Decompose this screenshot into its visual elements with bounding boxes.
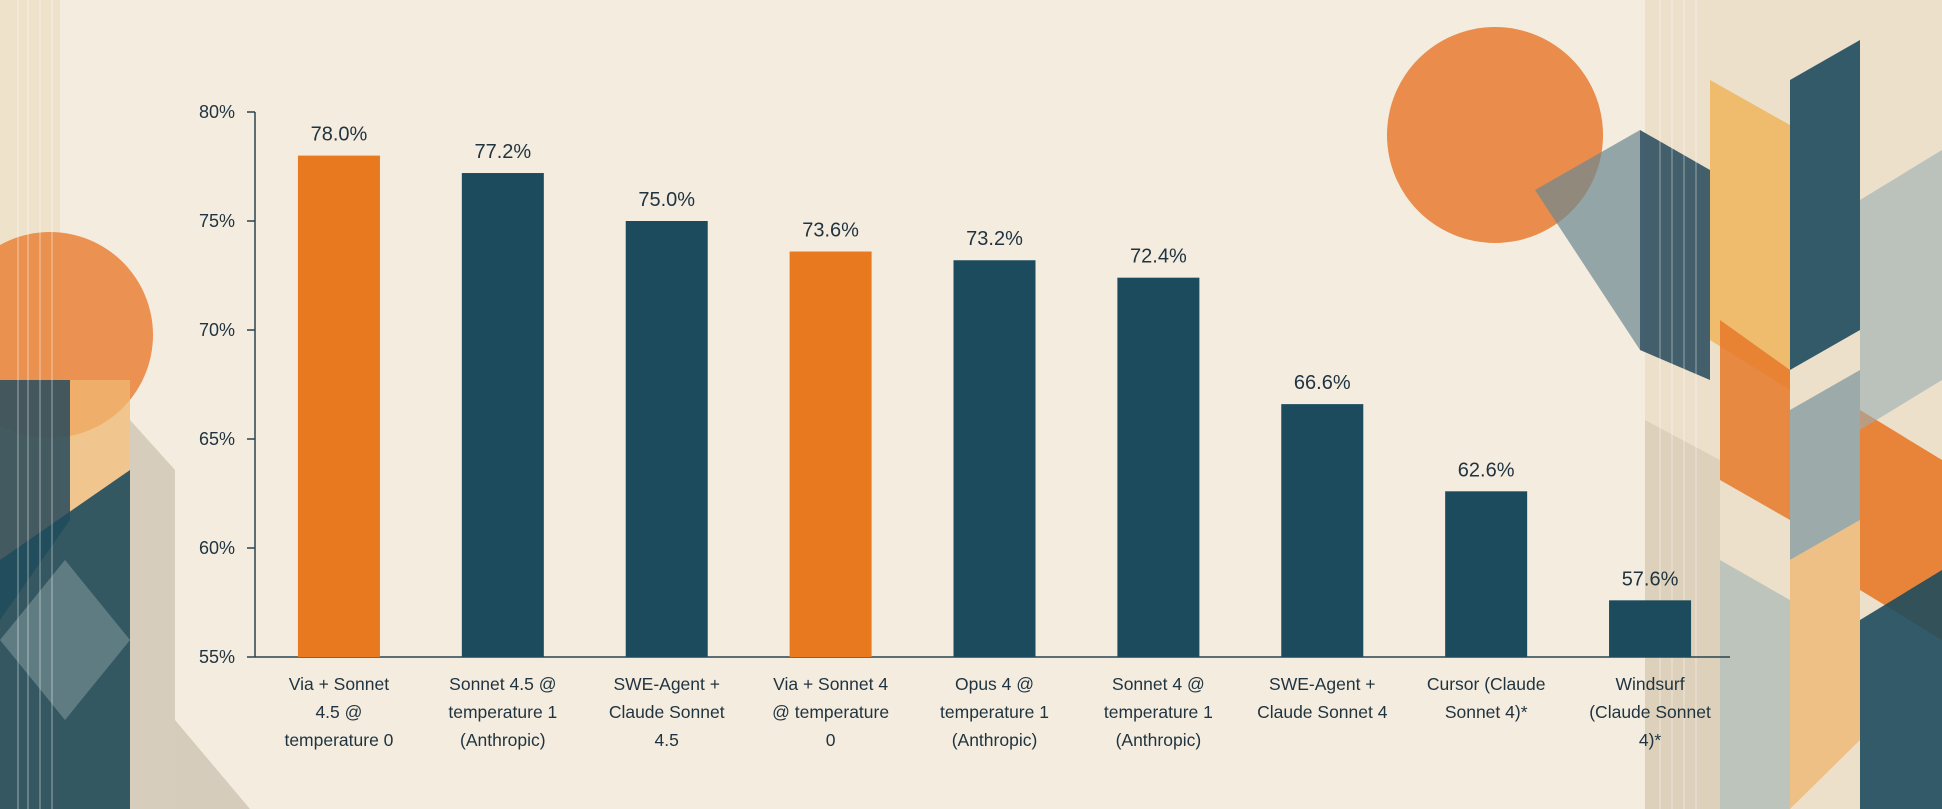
category-labels: Via + Sonnet 4.5 @ temperature 0 Sonnet 4.5… [284, 674, 1711, 750]
bar [1609, 600, 1692, 657]
y-tick-label: 60% [199, 538, 235, 558]
bar [297, 155, 380, 657]
data-label: 72.4% [1130, 246, 1187, 268]
data-label: 57.6% [1622, 568, 1679, 590]
data-label: 73.6% [802, 220, 859, 242]
y-tick-label: 70% [199, 320, 235, 340]
x-tick-label: Via + Sonnet 4.5 @ temperature 0 [284, 674, 393, 750]
y-axis-ticks: 55% 60% 65% 70% 75% 80% [199, 102, 255, 667]
data-label: 75.0% [638, 189, 695, 211]
x-tick-label: Cursor (Claude Sonnet 4)* [1427, 674, 1546, 722]
bar [1117, 277, 1200, 657]
x-tick-label: Opus 4 @ temperature 1 (Anthropic) [940, 674, 1049, 750]
value-labels: 78.0% 77.2% 75.0% 73.6% 73.2% 72.4% 66.6% 62.6%… [311, 124, 1679, 591]
bar [625, 221, 708, 657]
bar [1281, 404, 1364, 657]
bar [461, 173, 544, 658]
decor-right [1387, 0, 1942, 809]
bar [953, 260, 1036, 657]
data-label: 77.2% [474, 141, 531, 163]
y-tick-label: 80% [199, 102, 235, 122]
y-tick-label: 55% [199, 647, 235, 667]
bar [789, 251, 872, 657]
x-tick-label: SWE-Agent + Claude Sonnet 4.5 [609, 674, 725, 750]
data-label: 73.2% [966, 228, 1023, 250]
x-tick-label: Via + Sonnet 4 @ temperature 0 [772, 674, 889, 750]
y-tick-label: 75% [199, 211, 235, 231]
x-tick-label: Windsurf (Claude Sonnet 4)* [1589, 674, 1711, 750]
y-tick-label: 65% [199, 429, 235, 449]
data-label: 66.6% [1294, 372, 1351, 394]
data-label: 78.0% [311, 124, 368, 146]
decor-left [0, 0, 250, 809]
x-tick-label: SWE-Agent + Claude Sonnet 4 [1257, 674, 1388, 722]
bar-series [297, 155, 1692, 658]
data-label: 62.6% [1458, 459, 1515, 481]
x-tick-label: Sonnet 4 @ temperature 1 (Anthropic) [1104, 674, 1213, 750]
x-tick-label: Sonnet 4.5 @ temperature 1 (Anthropic) [448, 674, 557, 750]
bar [1445, 491, 1528, 657]
